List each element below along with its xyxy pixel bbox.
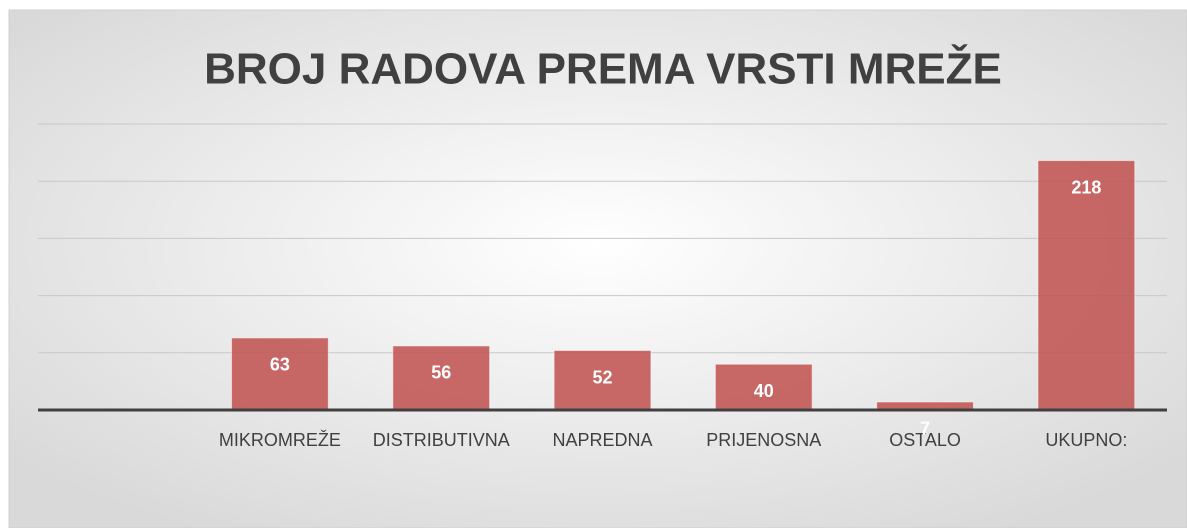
data-label: 52 bbox=[592, 367, 612, 387]
chart-background bbox=[8, 9, 1187, 528]
data-label: 56 bbox=[431, 363, 451, 383]
bar bbox=[714, 363, 813, 411]
x-tick-label: UKUPNO: bbox=[1045, 430, 1127, 450]
chart-title: BROJ RADOVA PREMA VRSTI MREŽE bbox=[204, 44, 1002, 94]
x-tick-label: MIKROMREŽE bbox=[219, 430, 341, 450]
x-tick-label: OSTALO bbox=[889, 430, 961, 450]
x-tick-label: PRIJENOSNA bbox=[706, 430, 821, 450]
bar bbox=[392, 345, 491, 411]
x-tick-label: NAPREDNA bbox=[552, 430, 652, 450]
data-label: 63 bbox=[270, 355, 290, 375]
bar bbox=[1037, 160, 1136, 411]
data-label: 218 bbox=[1071, 177, 1101, 197]
data-label: 7 bbox=[920, 419, 930, 439]
x-tick-label: DISTRIBUTIVNA bbox=[373, 430, 510, 450]
data-label: 40 bbox=[754, 381, 774, 401]
bar bbox=[553, 350, 652, 411]
